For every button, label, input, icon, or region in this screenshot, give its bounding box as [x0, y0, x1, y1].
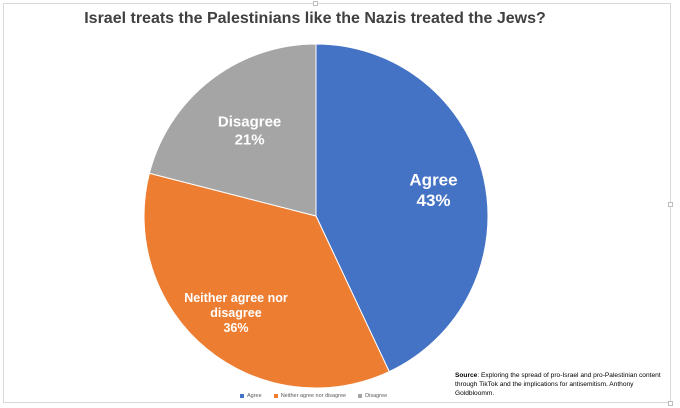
source-label: Source	[455, 372, 478, 379]
legend-item-neither-agree-nor-disagree: Neither agree nor disagree	[273, 393, 347, 399]
legend-swatch	[240, 394, 244, 398]
source-note: Source: Exploring the spread of pro-Isra…	[455, 371, 670, 398]
slice-label-1-line-0: Neither agree nor	[184, 291, 288, 305]
legend-label: Agree	[247, 393, 262, 399]
pie-slice-agree[interactable]	[315, 43, 489, 373]
slice-label-2-line-0: Disagree	[218, 114, 281, 131]
slice-label-1-line-1: disagree	[210, 306, 261, 320]
legend-label: Disagree	[365, 393, 388, 399]
legend-swatch	[358, 394, 363, 398]
legend-swatch	[273, 394, 278, 398]
resize-handle-top[interactable]	[313, 1, 318, 6]
resize-handle-bottom-right[interactable]	[668, 401, 673, 406]
slice-label-0-line-1: 43%	[416, 191, 450, 210]
legend-label: Neither agree nor disagree	[280, 393, 347, 399]
pie-slice-neither-agree-nor-disagree[interactable]	[143, 172, 390, 389]
chart-title: Israel treats the Palestinians like the …	[84, 10, 546, 27]
source-text: : Exploring the spread of pro-Israel and…	[455, 372, 661, 397]
slice-label-1-line-2: 36%	[223, 321, 248, 335]
slice-label-0-line-0: Agree	[409, 170, 457, 189]
pie-slice-disagree[interactable]	[148, 43, 317, 217]
resize-handle-right[interactable]	[668, 202, 673, 207]
legend-item-disagree: Disagree	[358, 393, 387, 399]
slice-label-2-line-1: 21%	[235, 132, 265, 149]
chart-legend: Agree Neither agree nor disagree Disagree	[240, 393, 387, 399]
legend-item-agree: Agree	[240, 393, 262, 399]
